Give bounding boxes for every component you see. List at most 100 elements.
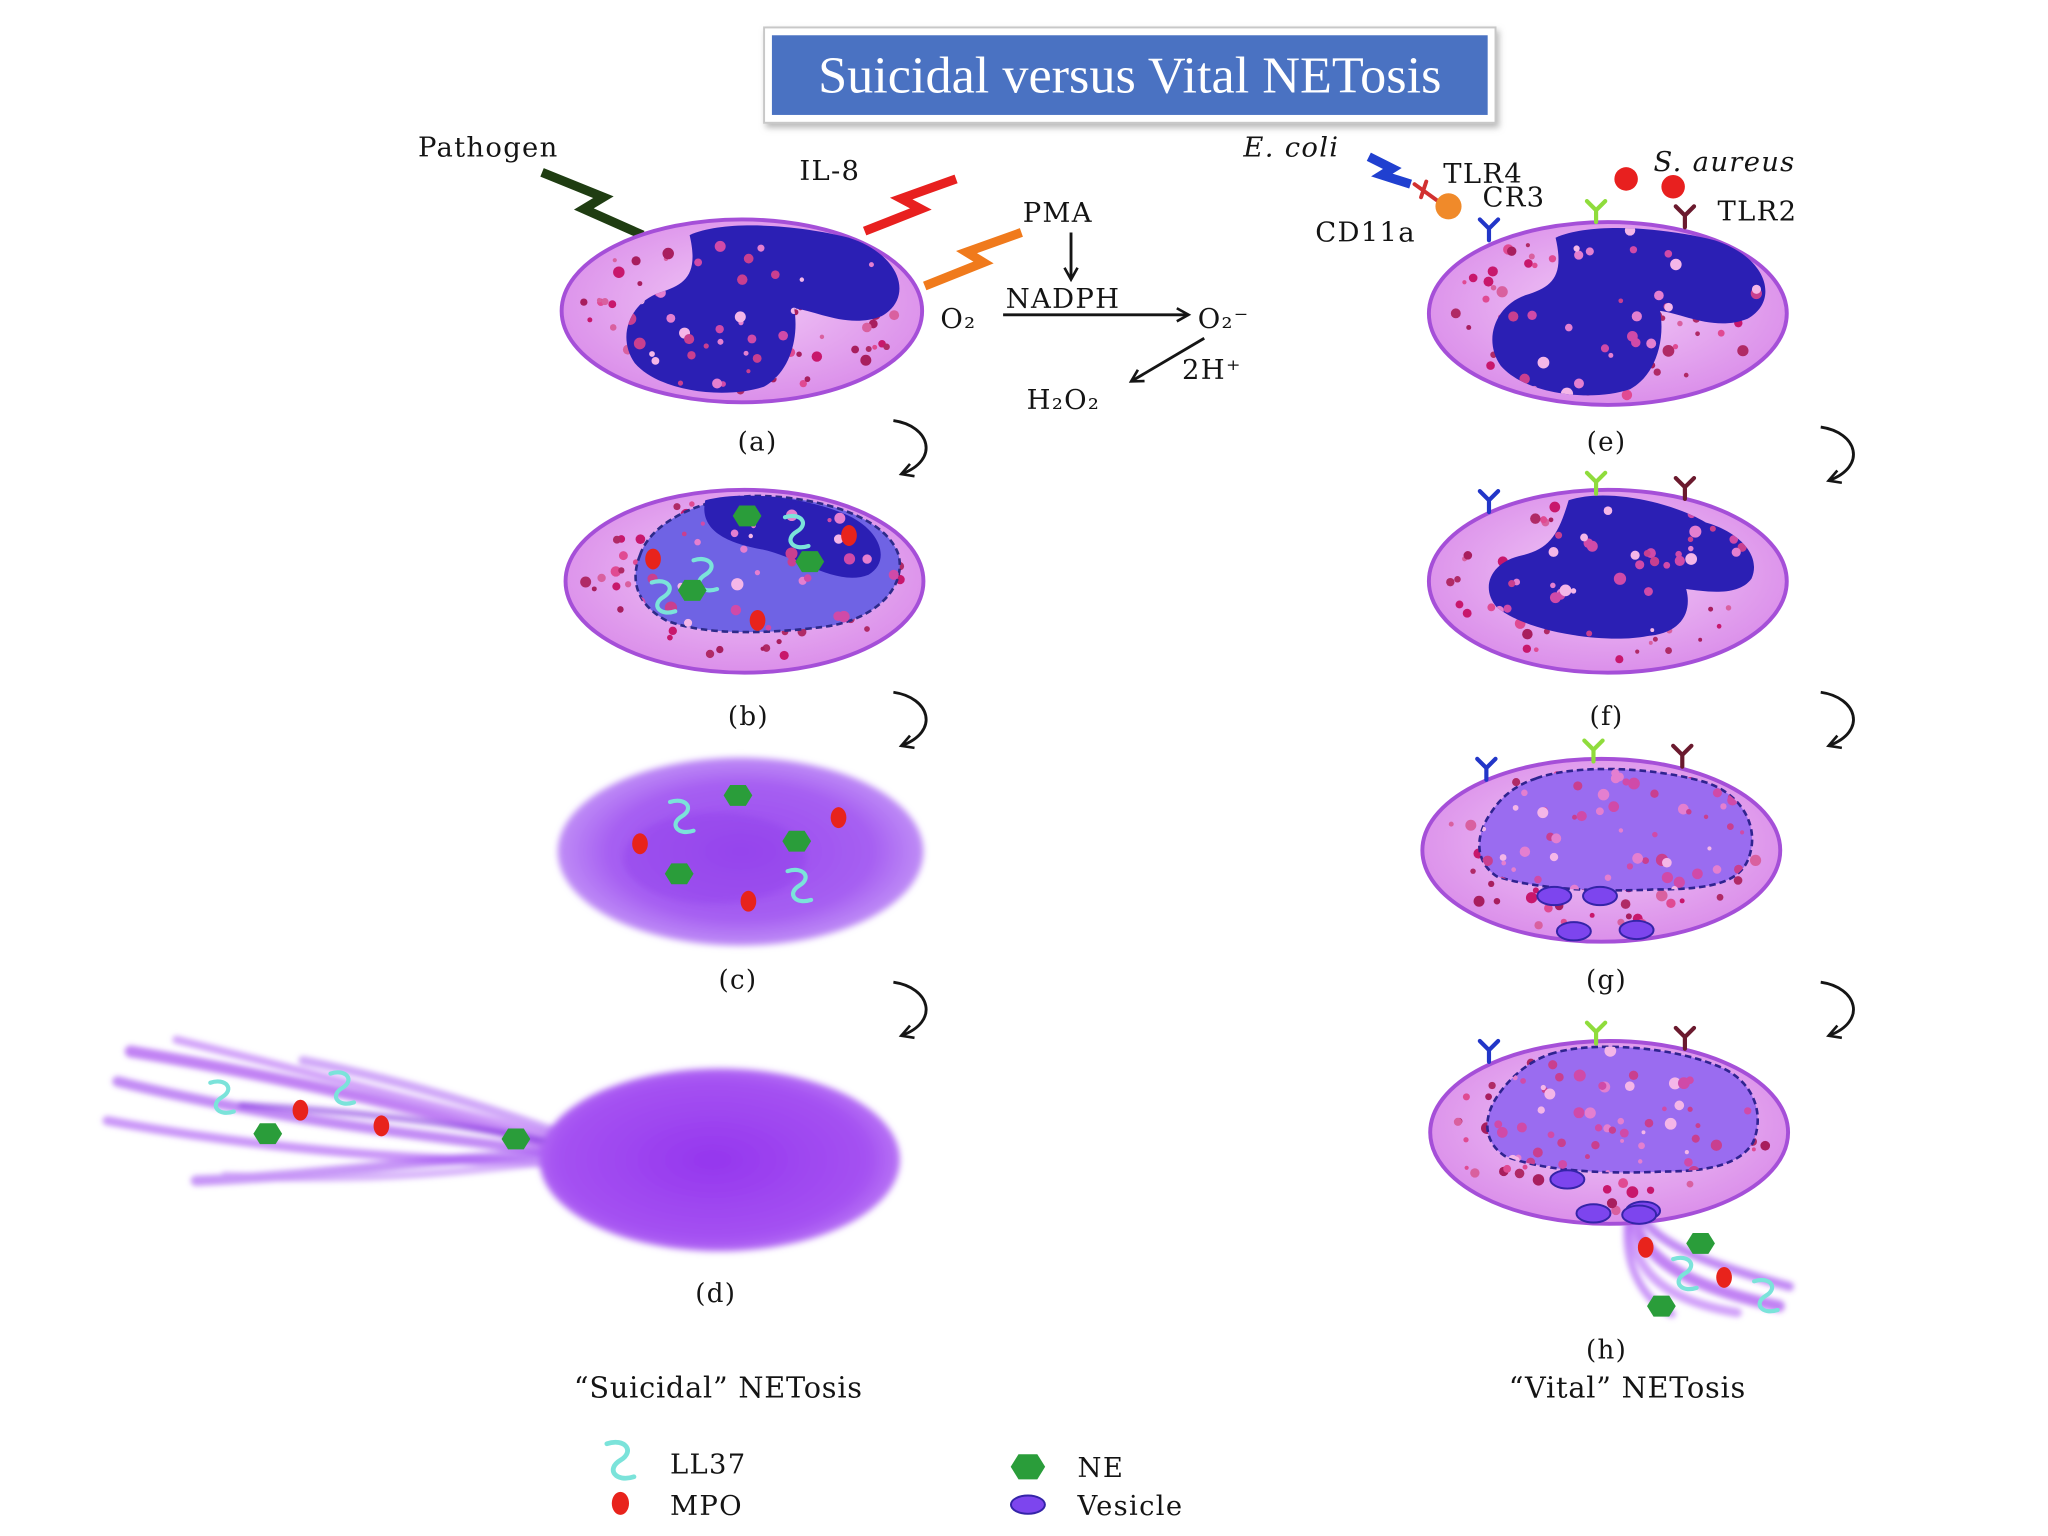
nucleus-granule [1558, 1159, 1568, 1169]
nucleus-granule [1503, 604, 1512, 613]
nucleus-granule [1650, 789, 1659, 798]
nucleus-granule [1548, 1060, 1558, 1070]
granule [1514, 1168, 1525, 1179]
nucleus-granule [888, 569, 899, 580]
granule [1522, 644, 1532, 653]
nucleus-granule [743, 350, 749, 356]
nucleus-granule [1671, 885, 1678, 891]
nucleus-granule [1628, 1070, 1639, 1081]
granule [618, 551, 628, 561]
nucleus-granule [1664, 302, 1673, 312]
nucleus-granule [1630, 550, 1640, 560]
nucleus-granule [1646, 338, 1657, 349]
nucleus-granule [649, 351, 655, 357]
granule [779, 650, 789, 660]
nucleus-granule [752, 353, 762, 363]
nucleus-granule [684, 333, 695, 345]
nucleus-granule [1686, 1076, 1694, 1084]
granule [624, 581, 632, 588]
nucleus-granule [1642, 857, 1649, 864]
vesicle [1555, 921, 1592, 942]
nucleus-granule [747, 334, 757, 344]
cell-h [1428, 1023, 1794, 1318]
nucleus-granule [1720, 803, 1727, 810]
granule [1470, 1168, 1480, 1178]
tlr4-receptor [1412, 179, 1440, 204]
cell-b [563, 487, 926, 675]
granule [1665, 647, 1672, 654]
nucleus-granule [785, 547, 798, 560]
granule [608, 300, 617, 309]
suicidal-stimuli: Pathogen IL-8 PMA NADPH O₂ O₂⁻ 2H⁺ H₂O₂ [418, 133, 1248, 416]
tlr2-receptor [1676, 1028, 1694, 1049]
granule [1473, 895, 1485, 907]
nucleus-granule [1635, 560, 1645, 570]
nucleus-granule [1644, 587, 1653, 596]
granule [760, 646, 765, 651]
nucleus [1492, 228, 1766, 396]
granule [1751, 1147, 1756, 1152]
granule [1448, 821, 1454, 827]
granule [1534, 921, 1543, 930]
nucleus-granule [1644, 1118, 1654, 1128]
granule [851, 345, 860, 354]
nucleus-granule [1674, 555, 1685, 566]
nucleus-granule [1511, 867, 1517, 872]
nucleus-granule [1527, 310, 1537, 320]
granule [1532, 887, 1539, 894]
nucleus-granule [1597, 788, 1610, 801]
step-arrow-icon [893, 692, 926, 746]
granule [1749, 854, 1762, 866]
nucleus-granule [1508, 580, 1516, 588]
nucleus-granule [1570, 588, 1577, 594]
nucleus-granule [834, 512, 846, 524]
net-streaks [102, 1035, 581, 1186]
hydrogen-peroxide-label: H₂O₂ [1027, 385, 1101, 416]
nucleus-granule [1496, 1127, 1508, 1138]
granule [1493, 897, 1501, 905]
nucleus-granule [1585, 247, 1594, 256]
step-arrow-icon [893, 982, 926, 1036]
nucleus-granule [684, 618, 693, 627]
nucleus-granule [1641, 1130, 1646, 1135]
vesicle [1536, 885, 1573, 907]
tlr2-receptor [1676, 206, 1694, 227]
nucleus-granule [694, 258, 703, 267]
granule [1462, 1093, 1470, 1101]
granule [1464, 1165, 1469, 1170]
nucleus-granule [633, 337, 646, 350]
cd11a-label: CD11a [1315, 218, 1416, 249]
nucleus-granule [677, 380, 684, 386]
granule [1507, 246, 1517, 256]
nucleus-granule [754, 569, 761, 576]
granule [1698, 637, 1703, 642]
chromatin-cloud [623, 812, 806, 904]
granule [1725, 605, 1732, 611]
granule [1737, 345, 1749, 357]
step-label-g: (g) [1586, 966, 1627, 996]
nucleus-granule [1695, 1123, 1701, 1129]
nucleus-granule [1549, 852, 1559, 862]
nucleus-granule [717, 338, 724, 345]
granule [1666, 898, 1676, 909]
legend-item-ll37: LL37 [607, 1442, 745, 1480]
granule [1652, 636, 1658, 642]
nucleus-granule [1499, 854, 1507, 861]
nucleus-granule [1726, 823, 1734, 831]
granule [1462, 280, 1467, 285]
granule [617, 606, 624, 613]
granule [872, 344, 878, 350]
granule [1533, 647, 1539, 653]
nucleus-granule [1668, 1077, 1681, 1090]
nucleus-granule [1608, 1126, 1617, 1134]
granule [637, 281, 643, 287]
cd11a-receptor [1480, 1041, 1498, 1062]
nucleus-granule [1622, 778, 1630, 786]
step-label-a: (a) [738, 428, 778, 458]
pma-label: PMA [1023, 198, 1093, 229]
nucleus-granule [1685, 553, 1698, 565]
nucleus-granule [703, 343, 709, 349]
nucleus-granule [1537, 807, 1549, 819]
nucleus-granule [1512, 804, 1519, 811]
nucleus-granule [1564, 323, 1573, 332]
